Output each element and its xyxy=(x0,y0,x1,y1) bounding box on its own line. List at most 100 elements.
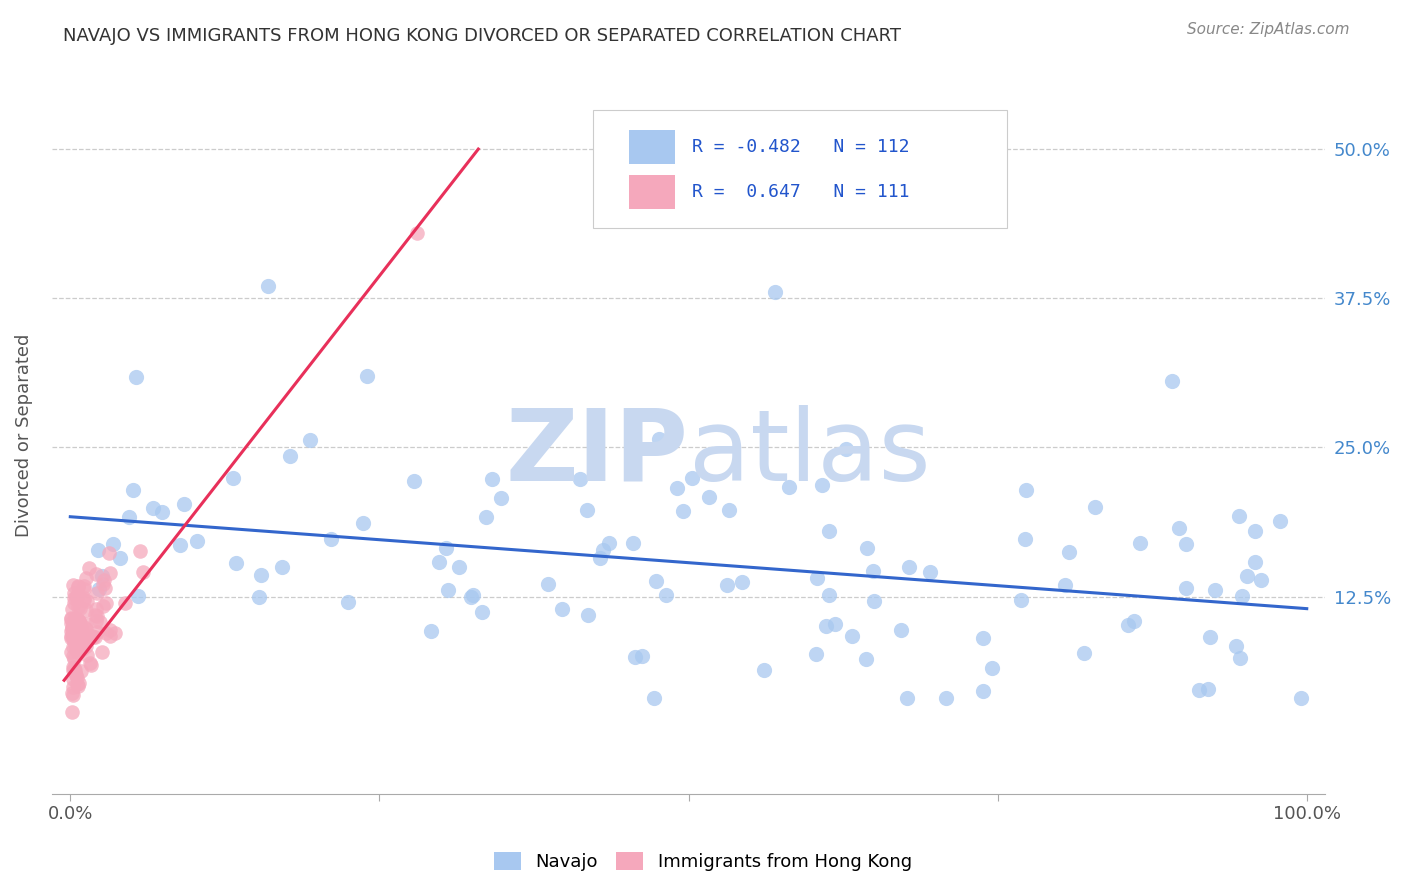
Point xyxy=(84,602,107,616)
Point xyxy=(63,652,86,666)
Point xyxy=(87,543,110,558)
Point xyxy=(104,625,127,640)
Point xyxy=(66,677,89,691)
Point xyxy=(225,556,247,570)
Point xyxy=(62,578,84,592)
Point xyxy=(643,691,665,706)
Point xyxy=(70,642,93,657)
Point xyxy=(65,641,87,656)
Point xyxy=(96,596,118,610)
Point xyxy=(83,608,105,623)
Point xyxy=(352,516,374,531)
Point xyxy=(1268,514,1291,528)
Point xyxy=(98,623,121,637)
Point xyxy=(77,561,100,575)
Point xyxy=(127,589,149,603)
Point xyxy=(1015,483,1038,498)
Point xyxy=(66,679,89,693)
Point xyxy=(576,607,599,622)
Point xyxy=(447,560,470,574)
Point xyxy=(93,574,115,588)
Point xyxy=(91,599,114,614)
Point xyxy=(460,591,482,605)
Point xyxy=(63,585,86,599)
Text: NAVAJO VS IMMIGRANTS FROM HONG KONG DIVORCED OR SEPARATED CORRELATION CHART: NAVAJO VS IMMIGRANTS FROM HONG KONG DIVO… xyxy=(63,27,901,45)
Point xyxy=(129,544,152,558)
Point xyxy=(75,629,97,643)
Point xyxy=(1014,532,1036,546)
Point xyxy=(1197,682,1219,697)
Point xyxy=(672,504,695,518)
Point xyxy=(1054,578,1077,592)
Point xyxy=(405,226,427,240)
Point xyxy=(247,590,270,604)
Point xyxy=(73,593,96,607)
Point xyxy=(62,640,84,654)
Point xyxy=(87,582,110,596)
Point xyxy=(1122,614,1144,628)
Point xyxy=(89,615,111,629)
Point xyxy=(66,589,89,603)
Point xyxy=(763,285,786,300)
Point xyxy=(270,560,292,574)
Point xyxy=(221,471,243,485)
Point xyxy=(336,595,359,609)
Point xyxy=(60,705,83,719)
Point xyxy=(66,671,89,685)
Point xyxy=(101,537,124,551)
Point xyxy=(75,622,97,636)
Point xyxy=(62,632,84,646)
Point xyxy=(70,627,93,641)
Point xyxy=(94,581,117,595)
Point xyxy=(118,509,141,524)
Point xyxy=(1229,651,1251,665)
Point xyxy=(855,651,877,665)
Point xyxy=(419,624,441,638)
Point xyxy=(124,370,146,384)
Point xyxy=(86,586,108,600)
Point xyxy=(665,481,688,495)
Point xyxy=(75,639,97,653)
Point xyxy=(862,564,884,578)
Point xyxy=(1084,500,1107,515)
Point xyxy=(716,578,738,592)
Point xyxy=(1116,618,1139,632)
Point xyxy=(718,503,741,517)
Point xyxy=(73,620,96,634)
Point xyxy=(62,688,84,702)
Point xyxy=(59,631,82,645)
Point xyxy=(896,691,918,706)
Point xyxy=(1174,536,1197,550)
Point xyxy=(114,596,136,610)
Point xyxy=(59,624,82,638)
Point xyxy=(404,474,426,488)
Point xyxy=(59,616,82,631)
Point xyxy=(70,664,93,678)
Point xyxy=(569,473,592,487)
Point xyxy=(972,631,994,645)
Point xyxy=(1057,545,1080,559)
Point xyxy=(1243,524,1265,538)
Point xyxy=(62,621,84,635)
Point xyxy=(278,449,301,463)
Point xyxy=(91,569,114,583)
Point xyxy=(1250,573,1272,587)
Point xyxy=(67,580,90,594)
Point xyxy=(186,533,208,548)
Point xyxy=(82,629,104,643)
Point xyxy=(834,442,856,457)
Point xyxy=(169,538,191,552)
Point xyxy=(250,568,273,582)
Point xyxy=(86,609,108,624)
Point xyxy=(972,684,994,698)
Point xyxy=(80,657,103,672)
Point xyxy=(551,601,574,615)
Point xyxy=(63,665,86,680)
Point xyxy=(624,650,647,665)
Point xyxy=(841,629,863,643)
Point xyxy=(62,672,84,686)
Point xyxy=(598,536,620,550)
Text: R = -0.482   N = 112: R = -0.482 N = 112 xyxy=(692,138,910,156)
Point xyxy=(62,596,84,610)
Point xyxy=(1236,569,1258,583)
